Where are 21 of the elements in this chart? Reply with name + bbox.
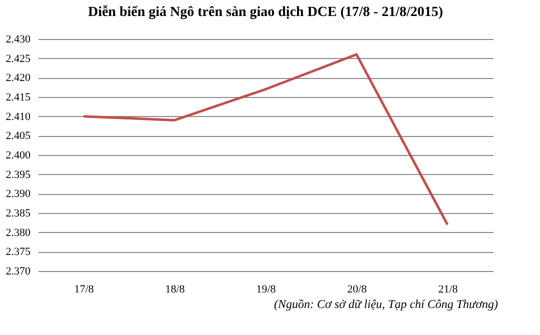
y-tick-label: 2.385 [6,208,31,220]
x-tick-label: 17/8 [74,284,94,296]
y-tick-label: 2.420 [6,72,31,84]
y-tick-label: 2.400 [6,150,31,162]
chart-title: Diễn biến giá Ngô trên sàn giao dịch DCE (17/8 - 21/8/2015) [88,5,444,20]
y-tick-label: 2.405 [6,130,31,142]
y-tick-label: 2.390 [6,188,31,200]
y-tick-label: 2.395 [6,168,31,181]
y-tick-label: 2.415 [6,92,31,104]
line-series [82,53,449,226]
text: (Nguồn: Cơ sở dữ liệu, Tạp chí Công Thương) [274,297,498,311]
x-tick-label: 21/8 [438,284,458,296]
y-tick-label: 2.375 [6,246,31,258]
x-tick-label: 18/8 [165,284,186,296]
x-tick-label: 19/8 [256,284,276,296]
y-tick-label: 2.410 [6,110,31,123]
x-tick-label: 20/8 [347,284,368,296]
y-tick-label: 2.380 [6,226,31,239]
y-tick-label: 2.430 [6,34,31,46]
y-tick-label: 2.370 [6,266,31,278]
y-tick-label: 2.425 [6,52,31,65]
